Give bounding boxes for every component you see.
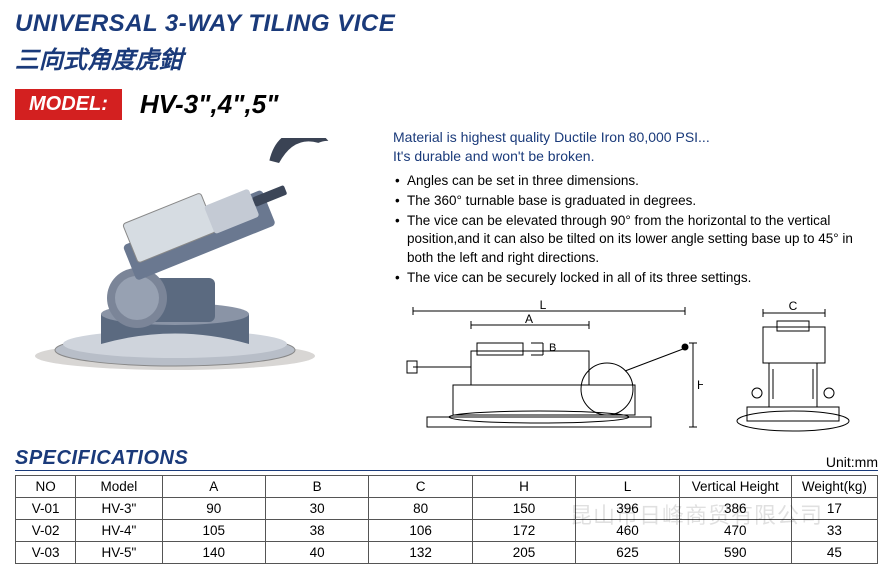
cell: HV-5": [76, 542, 162, 564]
col-c: C: [369, 476, 472, 498]
model-badge: MODEL:: [15, 89, 122, 120]
title-english: UNIVERSAL 3-WAY TILING VICE: [15, 10, 878, 38]
model-value: HV-3",4",5": [140, 89, 279, 120]
cell: V-01: [16, 498, 76, 520]
table-header-row: NO Model A B C H L Vertical Height Weigh…: [16, 476, 878, 498]
cell: 205: [472, 542, 575, 564]
cell: V-03: [16, 542, 76, 564]
cell: 40: [265, 542, 368, 564]
cell: 386: [679, 498, 791, 520]
model-row: MODEL: HV-3",4",5": [15, 89, 878, 120]
cell: V-02: [16, 520, 76, 542]
cell: 460: [576, 520, 679, 542]
cell: 132: [369, 542, 472, 564]
cell: 470: [679, 520, 791, 542]
dim-label-c: C: [789, 299, 798, 313]
col-wt: Weight(kg): [791, 476, 877, 498]
cell: 17: [791, 498, 877, 520]
technical-drawings: L A B H: [393, 299, 878, 439]
cell: 140: [162, 542, 265, 564]
description-column: Material is highest quality Ductile Iron…: [385, 128, 878, 439]
cell: 625: [576, 542, 679, 564]
col-l: L: [576, 476, 679, 498]
cell: 90: [162, 498, 265, 520]
cell: 105: [162, 520, 265, 542]
cell: 80: [369, 498, 472, 520]
drawing-side-view: L A B H: [393, 299, 703, 439]
material-line-1: Material is highest quality Ductile Iron…: [393, 128, 878, 147]
photo-column: [15, 128, 385, 439]
col-model: Model: [76, 476, 162, 498]
drawing-front-view: C: [723, 299, 863, 439]
spec-title: SPECIFICATIONS: [15, 447, 188, 470]
spec-header: SPECIFICATIONS Unit:mm: [15, 447, 878, 471]
cell: HV-4": [76, 520, 162, 542]
dim-label-h: H: [697, 378, 703, 392]
cell: 106: [369, 520, 472, 542]
cell: 30: [265, 498, 368, 520]
table-row: V-02 HV-4" 105 38 106 172 460 470 33: [16, 520, 878, 542]
col-vh: Vertical Height: [679, 476, 791, 498]
col-b: B: [265, 476, 368, 498]
cell: 33: [791, 520, 877, 542]
cell: 38: [265, 520, 368, 542]
dim-label-a: A: [525, 312, 533, 326]
feature-item: The vice can be securely locked in all o…: [393, 269, 878, 287]
material-line-2: It's durable and won't be broken.: [393, 147, 878, 166]
feature-item: Angles can be set in three dimensions.: [393, 172, 878, 190]
main-content: Material is highest quality Ductile Iron…: [15, 128, 878, 439]
cell: 150: [472, 498, 575, 520]
dim-label-l: L: [540, 299, 547, 312]
cell: 396: [576, 498, 679, 520]
col-no: NO: [16, 476, 76, 498]
cell: 172: [472, 520, 575, 542]
table-row: V-03 HV-5" 140 40 132 205 625 590 45: [16, 542, 878, 564]
spec-table: NO Model A B C H L Vertical Height Weigh…: [15, 475, 878, 564]
cell: 45: [791, 542, 877, 564]
unit-label: Unit:mm: [826, 454, 878, 470]
dim-label-b: B: [549, 342, 556, 354]
feature-item: The 360° turnable base is graduated in d…: [393, 192, 878, 210]
col-a: A: [162, 476, 265, 498]
title-chinese: 三向式角度虎鉗: [15, 40, 878, 75]
col-h: H: [472, 476, 575, 498]
cell: 590: [679, 542, 791, 564]
cell: HV-3": [76, 498, 162, 520]
product-photo: [15, 138, 355, 378]
table-row: V-01 HV-3" 90 30 80 150 396 386 17: [16, 498, 878, 520]
feature-item: The vice can be elevated through 90° fro…: [393, 212, 878, 267]
feature-list: Angles can be set in three dimensions. T…: [393, 172, 878, 287]
